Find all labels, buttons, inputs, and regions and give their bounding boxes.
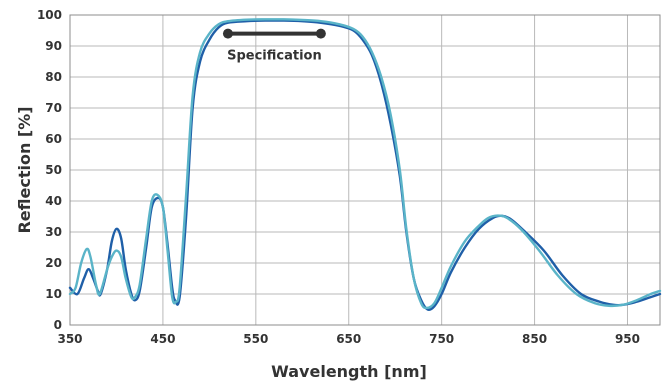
series-line-1 bbox=[68, 19, 662, 312]
specification-label: Specification bbox=[227, 49, 322, 64]
x-tick-label: 450 bbox=[150, 332, 175, 346]
y-axis-title: Reflection [%] bbox=[15, 106, 34, 233]
plot-frame bbox=[69, 14, 661, 326]
series-lines bbox=[68, 18, 662, 312]
x-tick-label: 650 bbox=[336, 332, 361, 346]
specification-bar-start bbox=[222, 28, 233, 39]
x-tick-label: 350 bbox=[57, 332, 82, 346]
x-tick-label: 950 bbox=[615, 332, 640, 346]
x-axis-title: Wavelength [nm] bbox=[271, 362, 427, 381]
y-tick-label: 20 bbox=[45, 256, 62, 270]
x-tick-label: 550 bbox=[243, 332, 268, 346]
y-tick-label: 60 bbox=[45, 132, 62, 146]
y-tick-label: 0 bbox=[54, 318, 62, 332]
y-tick-label: 50 bbox=[45, 163, 62, 177]
y-tick-label: 80 bbox=[45, 70, 62, 84]
x-tick-label: 750 bbox=[429, 332, 454, 346]
y-tick-label: 40 bbox=[45, 194, 62, 208]
annotations: Specification bbox=[222, 28, 326, 64]
series-line-2 bbox=[68, 18, 662, 310]
y-tick-label: 90 bbox=[45, 39, 62, 53]
grid bbox=[69, 14, 661, 326]
x-tick-label: 850 bbox=[522, 332, 547, 346]
y-tick-label: 10 bbox=[45, 287, 62, 301]
tick-labels: 0 10 20 30 40 50 60 70 80 90 100 350 450 550 650 750 850… bbox=[37, 8, 640, 346]
y-tick-label: 30 bbox=[45, 225, 62, 239]
y-tick-label: 100 bbox=[37, 8, 62, 22]
y-tick-label: 70 bbox=[45, 101, 62, 115]
specification-bar-end bbox=[315, 28, 326, 39]
